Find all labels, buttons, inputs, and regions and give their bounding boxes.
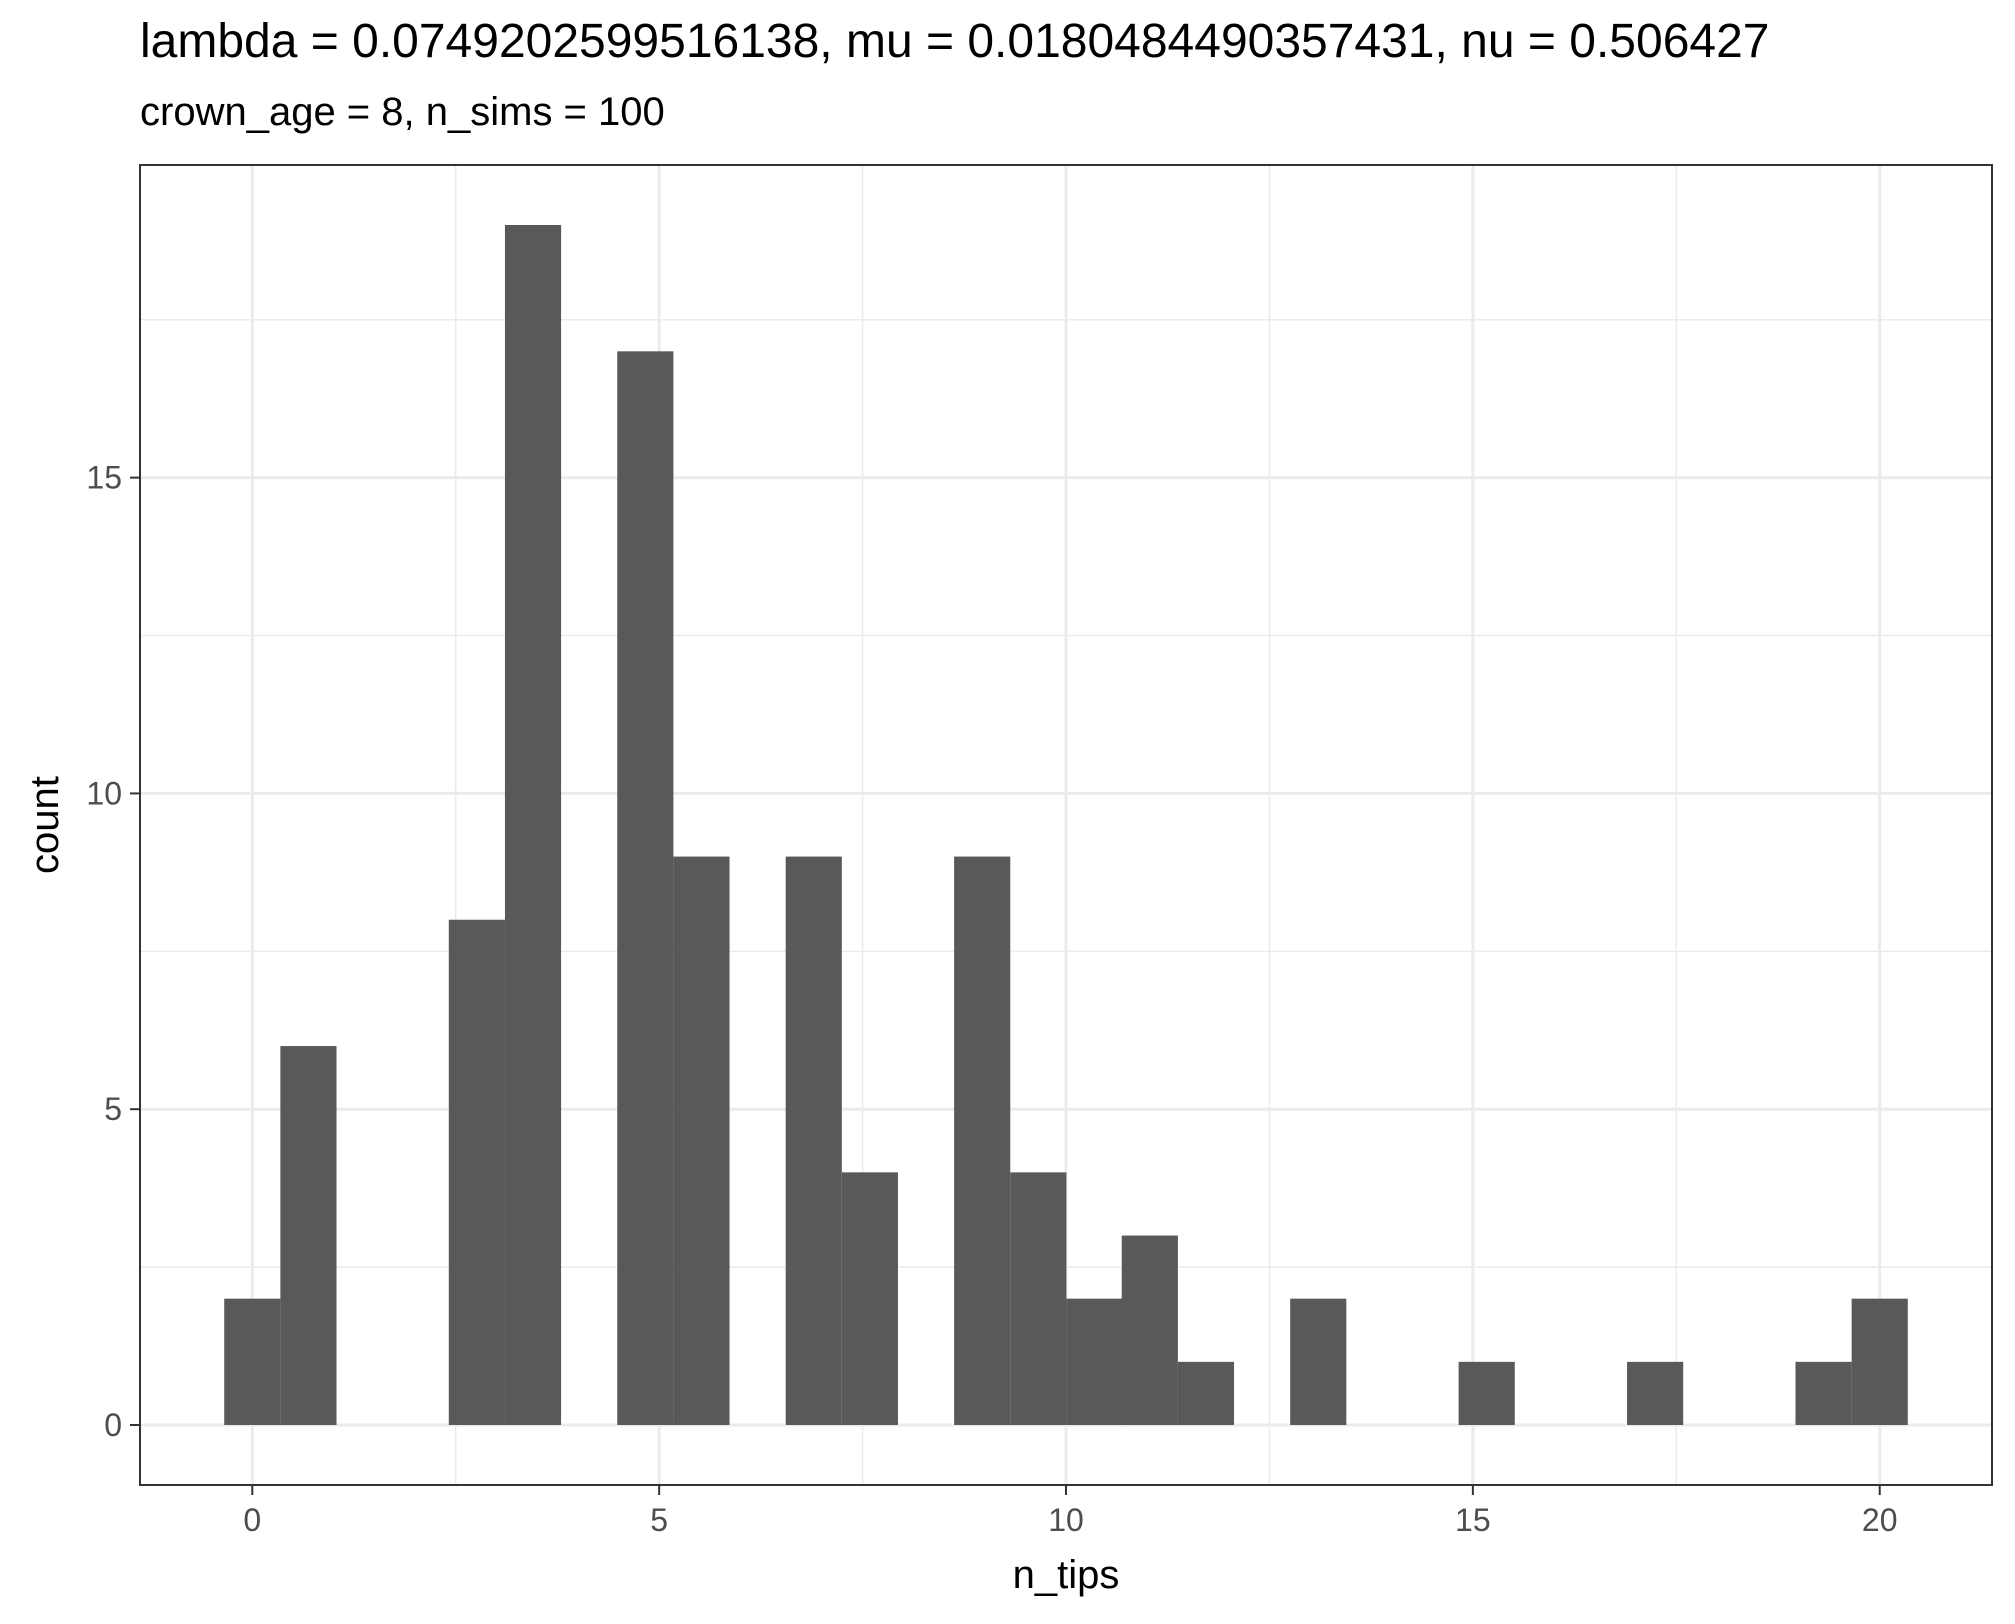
histogram-bar	[1010, 1172, 1067, 1425]
grid-lines	[140, 165, 1992, 1485]
histogram-bar	[1851, 1298, 1908, 1425]
histogram-bar	[954, 856, 1011, 1425]
x-tick-label: 20	[1862, 1502, 1898, 1538]
histogram-bar	[841, 1172, 898, 1425]
bars	[224, 225, 1908, 1425]
y-tick-label: 15	[86, 460, 122, 496]
histogram-bar	[448, 919, 505, 1425]
histogram-bar	[224, 1298, 281, 1425]
histogram-bar	[673, 856, 730, 1425]
chart-title: lambda = 0.0749202599516138, mu = 0.0180…	[140, 15, 1770, 68]
chart-subtitle: crown_age = 8, n_sims = 100	[140, 90, 665, 134]
histogram-bar	[1795, 1361, 1852, 1425]
histogram-bar	[1290, 1298, 1347, 1425]
histogram-bar	[1627, 1361, 1684, 1425]
histogram-bar	[1066, 1298, 1123, 1425]
x-tick-label: 0	[243, 1502, 261, 1538]
histogram-bar	[280, 1046, 337, 1425]
x-axis: 0 5 10 15 20	[243, 1485, 1898, 1538]
histogram-bar	[504, 225, 562, 1425]
histogram-bar	[1458, 1361, 1515, 1425]
y-tick-label: 10	[86, 775, 122, 811]
x-axis-title: n_tips	[1013, 1553, 1120, 1597]
histogram-bar	[785, 856, 842, 1425]
y-tick-label: 5	[104, 1091, 122, 1127]
histogram-bar	[1177, 1361, 1235, 1425]
y-tick-label: 0	[104, 1407, 122, 1443]
y-axis-title: count	[23, 776, 67, 874]
x-tick-label: 15	[1455, 1502, 1491, 1538]
histogram-bar	[1121, 1235, 1178, 1425]
y-axis: 0 5 10 15	[86, 460, 140, 1443]
x-tick-label: 10	[1048, 1502, 1084, 1538]
histogram-bar	[617, 351, 674, 1425]
x-tick-label: 5	[650, 1502, 668, 1538]
